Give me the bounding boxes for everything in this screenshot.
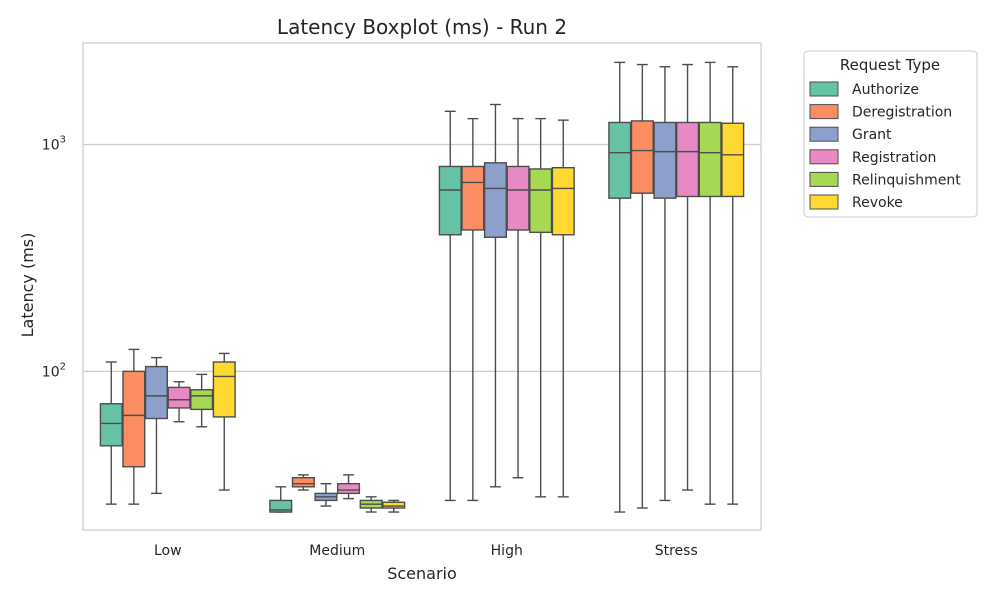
- x-axis-label: Scenario: [387, 564, 457, 583]
- box-revoke-low: [212, 352, 236, 491]
- y-tick-label: 103: [42, 134, 66, 153]
- legend-title: Request Type: [840, 56, 940, 74]
- iqr-box: [337, 482, 361, 495]
- iqr-box: [438, 165, 462, 236]
- legend-label: Registration: [852, 150, 936, 166]
- legend-swatch: [809, 104, 839, 120]
- x-tick-label: Medium: [309, 543, 365, 559]
- legend: Request Type Authorize Deregistration Gran…: [803, 50, 978, 218]
- box-deregistration-medium: [291, 474, 315, 491]
- x-tick-label: Low: [154, 543, 182, 559]
- y-tick-exponent: 3: [60, 134, 66, 145]
- iqr-box: [291, 477, 315, 488]
- iqr-box: [212, 361, 236, 418]
- iqr-box: [382, 501, 406, 509]
- iqr-box: [99, 403, 123, 447]
- legend-label: Relinquishment: [852, 172, 961, 188]
- iqr-box: [167, 386, 191, 409]
- iqr-box: [461, 165, 485, 231]
- iqr-box: [122, 370, 146, 468]
- iqr-box: [721, 122, 745, 198]
- x-tick-label: High: [491, 543, 523, 559]
- legend-swatch: [809, 81, 839, 97]
- box-relinquishment-low: [190, 373, 214, 428]
- legend-swatch: [809, 149, 839, 165]
- box-registration-medium: [337, 474, 361, 500]
- box-authorize-low: [99, 361, 123, 505]
- legend-item-grant: Grant: [809, 126, 892, 143]
- box-grant-medium: [314, 482, 338, 507]
- legend-swatch: [809, 126, 839, 142]
- x-tick-labels: Low Medium High Stress: [154, 543, 698, 559]
- y-tick-base: 10: [42, 137, 60, 153]
- iqr-box: [698, 121, 722, 198]
- chart-title: Latency Boxplot (ms) - Run 2: [277, 15, 567, 39]
- legend-swatch: [809, 194, 839, 210]
- box-revoke-stress: [721, 66, 745, 505]
- y-tick-label: 102: [42, 361, 66, 380]
- box-authorize-stress: [608, 61, 632, 513]
- iqr-box: [676, 121, 700, 198]
- legend-item-deregistration: Deregistration: [809, 104, 952, 121]
- box-grant-stress: [653, 66, 677, 502]
- iqr-box: [269, 499, 293, 513]
- box-deregistration-high: [461, 117, 485, 502]
- iqr-box: [506, 165, 530, 231]
- box-deregistration-stress: [630, 63, 654, 509]
- box-relinquishment-high: [529, 117, 553, 498]
- box-grant-low: [144, 356, 168, 495]
- legend-label: Authorize: [852, 82, 919, 98]
- iqr-box: [190, 389, 214, 411]
- box-revoke-medium: [382, 499, 406, 513]
- iqr-box: [529, 168, 553, 234]
- plot-area-frame: [82, 42, 762, 531]
- iqr-box: [551, 166, 575, 236]
- iqr-box: [144, 365, 168, 420]
- legend-label: Grant: [852, 127, 892, 143]
- box-registration-high: [506, 117, 530, 479]
- legend-label: Deregistration: [852, 105, 952, 121]
- legend-item-relinquishment: Relinquishment: [809, 171, 961, 188]
- y-tick-base: 10: [42, 364, 60, 380]
- iqr-box: [608, 121, 632, 199]
- box-grant-high: [483, 103, 507, 488]
- box-registration-stress: [676, 63, 700, 491]
- box-layer: [99, 61, 745, 513]
- legend-frame: [803, 50, 978, 218]
- box-revoke-high: [551, 119, 575, 498]
- y-tick-exponent: 2: [60, 361, 66, 372]
- box-registration-low: [167, 381, 191, 423]
- legend-swatch: [809, 171, 839, 187]
- iqr-box: [653, 121, 677, 199]
- x-tick-label: Stress: [655, 543, 698, 559]
- legend-item-authorize: Authorize: [809, 81, 919, 98]
- iqr-box: [483, 162, 507, 238]
- box-deregistration-low: [122, 348, 146, 505]
- box-authorize-high: [438, 110, 462, 502]
- box-relinquishment-medium: [359, 496, 383, 513]
- legend-item-revoke: Revoke: [809, 194, 903, 211]
- legend-label: Revoke: [852, 195, 903, 211]
- box-relinquishment-stress: [698, 61, 722, 505]
- y-axis-label: Latency (ms): [18, 233, 37, 338]
- box-authorize-medium: [269, 486, 293, 513]
- iqr-box: [630, 120, 654, 194]
- legend-item-registration: Registration: [809, 149, 936, 166]
